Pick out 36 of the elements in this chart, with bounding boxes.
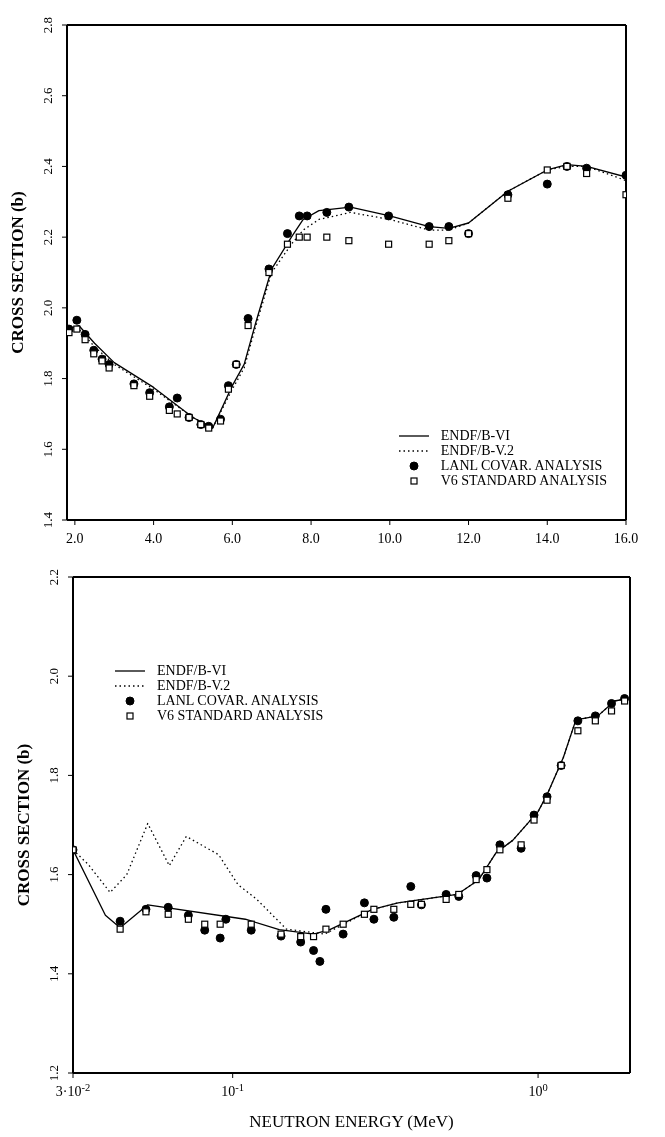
y-tick-label: 1.8 — [46, 767, 61, 784]
y-tick-label: 1.4 — [46, 965, 61, 982]
x-axis-title: NEUTRON ENERGY (MeV) — [249, 1112, 454, 1131]
y-tick-label: 2.2 — [46, 568, 61, 586]
legend-label: ENDF/B-V.2 — [157, 678, 231, 693]
x-tick-label: 4.0 — [144, 531, 163, 546]
legend-label: V6 STANDARD ANALYSIS — [157, 708, 324, 723]
legend-label: ENDF/B-V.2 — [440, 443, 514, 458]
y-tick-label: 2.0 — [40, 299, 55, 316]
y-tick-label: 1.8 — [40, 370, 55, 387]
y-tick-label: 1.4 — [40, 511, 55, 529]
x-tick-label: 12.0 — [456, 531, 481, 546]
legend-label: LANL COVAR. ANALYSIS — [440, 458, 603, 473]
x-tick-label: 3·10$^{-2}$ — [55, 1081, 91, 1099]
y-tick-label: 1.6 — [46, 865, 61, 883]
y-tick-label: 2.0 — [46, 668, 61, 685]
y-tick-label: 1.2 — [46, 1064, 61, 1082]
y-tick-label: 2.2 — [40, 229, 55, 246]
x-tick-label: 8.0 — [302, 531, 320, 546]
y-axis-title: CROSS SECTION (b) — [8, 191, 28, 354]
legend-label: V6 STANDARD ANALYSIS — [440, 473, 607, 488]
x-tick-label: 10$^{-1}$ — [221, 1081, 245, 1099]
y-tick-label: 2.8 — [40, 16, 55, 34]
x-tick-label: 2.0 — [66, 531, 84, 546]
y-tick-label: 2.4 — [40, 157, 55, 175]
x-tick-label: 14.0 — [535, 531, 560, 546]
legend-label: ENDF/B-VI — [440, 428, 510, 443]
legend-label: LANL COVAR. ANALYSIS — [157, 693, 319, 708]
x-tick-label: 16.0 — [613, 531, 639, 546]
y-axis-title: CROSS SECTION (b) — [14, 743, 34, 907]
x-tick-label: 10$^{0}$ — [528, 1081, 548, 1099]
x-tick-label: 10.0 — [377, 531, 403, 546]
y-tick-label: 1.6 — [40, 440, 55, 458]
y-tick-label: 2.6 — [40, 87, 55, 104]
x-tick-label: 6.0 — [223, 531, 242, 546]
legend-label: ENDF/B-VI — [157, 663, 227, 678]
